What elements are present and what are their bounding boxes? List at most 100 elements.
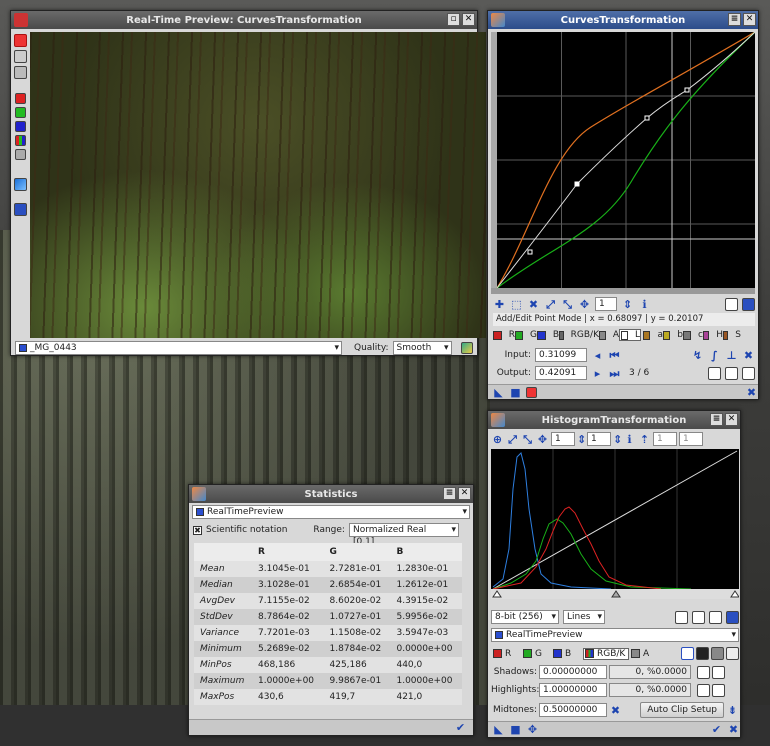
last-point-icon[interactable]: ⏭ — [609, 366, 620, 380]
akima-icon[interactable] — [708, 366, 721, 380]
channel-r[interactable]: R — [493, 330, 515, 340]
realtime-preview-icon[interactable] — [526, 386, 537, 398]
close-button[interactable]: ✕ — [462, 13, 475, 26]
zoom-in-icon[interactable]: ⤢ — [508, 432, 517, 446]
linear-icon[interactable] — [742, 366, 755, 380]
input-field[interactable]: 0.31099 — [535, 348, 587, 362]
copy-icon[interactable] — [14, 50, 27, 63]
close-button[interactable]: ✕ — [725, 413, 738, 426]
shade-button[interactable]: ≡ — [728, 13, 741, 26]
alpha-channel-icon[interactable] — [15, 149, 26, 160]
shadow-clip-icon[interactable] — [675, 610, 688, 624]
channel-g[interactable]: G — [515, 330, 537, 340]
stf-toggle-icon[interactable] — [461, 342, 473, 354]
info-icon[interactable]: ℹ — [627, 432, 632, 446]
channel-b[interactable]: B — [553, 649, 581, 659]
channel-rgbk[interactable]: RGB/K — [559, 330, 599, 340]
reset-instance-icon[interactable]: ✖ — [728, 723, 739, 736]
next-point-icon[interactable]: ▸ — [594, 366, 601, 380]
zoom-out-icon[interactable]: ⤡ — [523, 432, 532, 446]
midtones-field[interactable]: 0.50000000 — [539, 703, 607, 717]
grid-toggle-icon[interactable] — [742, 297, 755, 311]
zoom-field[interactable]: 1 — [595, 297, 617, 311]
output-field[interactable]: 0.42091 — [535, 366, 587, 380]
curve-type-icon[interactable] — [725, 297, 738, 311]
channel-s[interactable]: S — [723, 330, 741, 340]
apply-icon[interactable]: ■ — [510, 385, 521, 399]
shadows-field[interactable]: 0.00000000 — [539, 665, 607, 679]
close-button[interactable]: ✕ — [743, 13, 756, 26]
midtones-reset-icon[interactable]: ✖ — [610, 703, 621, 717]
zoom-v-spin-icon[interactable]: ⇕ — [613, 432, 623, 446]
paste-icon[interactable] — [14, 66, 27, 79]
shade-button[interactable]: ≡ — [710, 413, 723, 426]
realtime-preview-icon[interactable]: ✥ — [527, 723, 538, 736]
scientific-checkbox[interactable]: ✖ — [193, 525, 202, 535]
channel-c[interactable]: c — [683, 330, 703, 340]
zoom-h-field[interactable]: 1 — [551, 432, 575, 446]
edit-point-icon[interactable]: ✚ — [494, 297, 505, 311]
close-button[interactable]: ✕ — [458, 487, 471, 500]
zoom-v-field[interactable]: 1 — [587, 432, 611, 446]
auto-clip-icon[interactable]: ⇟ — [727, 703, 738, 717]
channel-a-lab[interactable]: a — [643, 330, 663, 340]
invert-icon[interactable]: ↯ — [692, 348, 703, 362]
new-instance-icon[interactable]: ◣ — [494, 723, 503, 736]
reverse-icon[interactable]: ∫ — [711, 348, 718, 362]
histogram-graph[interactable] — [491, 449, 739, 599]
delete-point-icon[interactable]: ✖ — [528, 297, 539, 311]
zoom-spin-icon[interactable]: ⇕ — [622, 297, 633, 311]
highlights-auto-icon[interactable] — [697, 683, 710, 697]
shade-button[interactable]: ≡ — [443, 487, 456, 500]
graph-mode-icon[interactable] — [692, 610, 705, 624]
histogram-titlebar[interactable]: HistogramTransformation ≡ ✕ — [488, 411, 740, 429]
shadows-icon[interactable] — [696, 647, 709, 660]
zoom-h2-field[interactable]: 1 — [653, 432, 677, 446]
shade-button[interactable]: ▫ — [447, 13, 460, 26]
green-channel-icon[interactable] — [15, 107, 26, 118]
curve-editor[interactable] — [491, 32, 755, 294]
depth-select[interactable]: 8-bit (256) — [491, 610, 559, 624]
highlights-field[interactable]: 1.00000000 — [539, 683, 607, 697]
select-point-icon[interactable]: ⬚ — [511, 297, 522, 311]
statistics-titlebar[interactable]: Statistics ≡ ✕ — [189, 485, 473, 503]
image-selector[interactable]: _MG_0443 — [15, 341, 342, 355]
reset-icon[interactable] — [14, 34, 27, 47]
quality-select[interactable]: Smooth — [392, 341, 452, 355]
first-point-icon[interactable]: ⏮ — [609, 348, 620, 362]
shadows-auto-icon[interactable] — [697, 665, 710, 679]
track-icon[interactable] — [681, 647, 694, 660]
zoom-out-icon[interactable]: ⤡ — [563, 297, 572, 311]
pan-icon[interactable]: ✥ — [579, 297, 590, 311]
midtones-icon[interactable] — [711, 647, 724, 660]
preview-titlebar[interactable]: Real-Time Preview: CurvesTransformation … — [11, 11, 477, 29]
track-view-icon[interactable] — [14, 203, 27, 216]
zoom-in-icon[interactable]: ⤢ — [546, 297, 555, 311]
view-selector[interactable]: RealTimePreview — [491, 628, 739, 642]
info-icon[interactable]: ℹ — [642, 297, 647, 311]
highlights-reset-icon[interactable] — [712, 683, 725, 697]
store-icon[interactable]: ⊥ — [726, 348, 737, 362]
channel-a[interactable]: A — [599, 330, 619, 340]
sort-icon[interactable]: ⇡ — [639, 432, 650, 446]
zoom-v2-field[interactable]: 1 — [679, 432, 703, 446]
new-instance-icon[interactable]: ◣ — [494, 385, 503, 399]
channel-b[interactable]: B — [537, 330, 559, 340]
edit-icon[interactable]: ⊕ — [492, 432, 503, 446]
channel-g[interactable]: G — [523, 649, 551, 659]
apply-global-icon[interactable]: ✔ — [455, 721, 466, 734]
red-channel-icon[interactable] — [15, 93, 26, 104]
graph-style-select[interactable]: Lines — [563, 610, 605, 624]
curves-titlebar[interactable]: CurvesTransformation ≡ ✕ — [488, 11, 758, 29]
highlights-icon[interactable] — [726, 647, 739, 660]
reset-curve-icon[interactable]: ✖ — [743, 348, 754, 362]
cubic-icon[interactable] — [725, 366, 738, 380]
channel-rgbk[interactable]: RGB/K — [583, 647, 629, 660]
prev-point-icon[interactable]: ◂ — [594, 348, 601, 362]
rgb-channel-icon[interactable] — [15, 135, 26, 146]
channel-l[interactable]: L — [619, 329, 641, 341]
preview-image[interactable] — [30, 32, 486, 338]
apply-icon[interactable]: ■ — [510, 723, 521, 736]
log-icon[interactable] — [709, 610, 722, 624]
apply-global-icon[interactable]: ✔ — [711, 723, 722, 736]
